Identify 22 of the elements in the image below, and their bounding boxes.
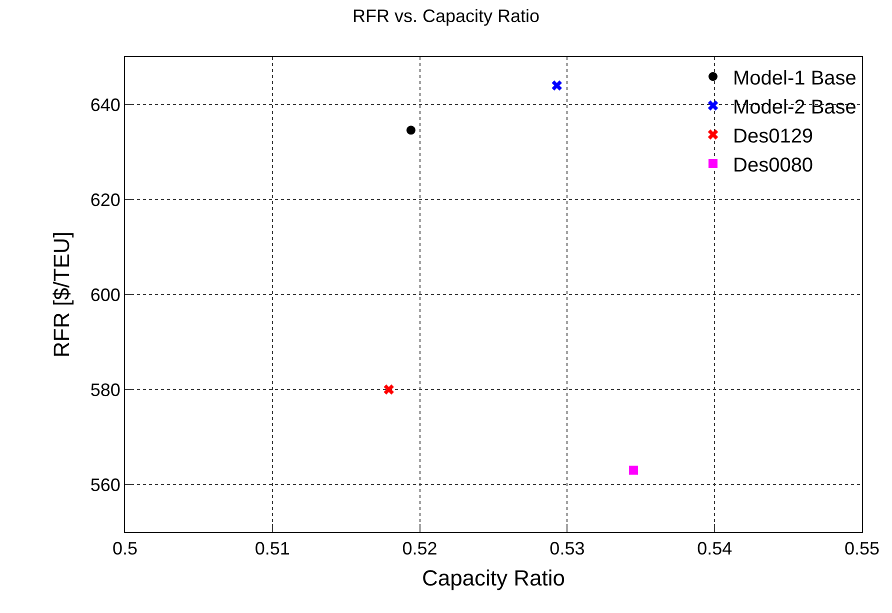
x-tick-label: 0.55 — [844, 538, 880, 559]
legend-label: Model-1 Base — [733, 67, 856, 90]
x-axis-title: Capacity Ratio — [422, 566, 566, 590]
point — [406, 126, 416, 135]
x-tick-label: 0.52 — [402, 538, 438, 559]
x-tick-label: 0.51 — [254, 538, 290, 559]
x-tick-label: 0.53 — [550, 538, 585, 559]
y-tick-label: 560 — [90, 474, 120, 495]
x-tick-label: 0.54 — [697, 538, 732, 559]
y-tick-label: 640 — [90, 94, 120, 115]
point — [629, 466, 638, 475]
point — [384, 384, 394, 395]
legend-label: Model-2 Base — [733, 96, 856, 118]
x-tick-label: 0.5 — [112, 538, 138, 559]
legend-label: Des0129 — [733, 125, 814, 148]
point — [552, 80, 562, 91]
y-axis-title: RFR [$/TEU] — [49, 232, 74, 358]
legend-label: Des0080 — [733, 154, 814, 176]
y-tick-label: 620 — [90, 190, 120, 210]
chart-title: RFR vs. Capacity Ratio — [352, 6, 540, 26]
y-tick-label: 580 — [90, 380, 120, 400]
y-tick-label: 600 — [90, 284, 120, 305]
